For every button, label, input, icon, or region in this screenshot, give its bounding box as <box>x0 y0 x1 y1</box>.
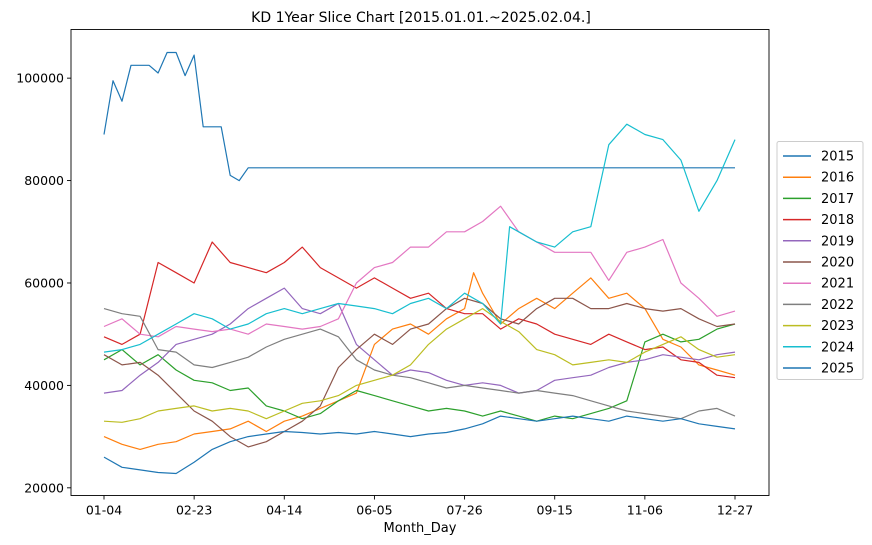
x-tick-label: 06-05 <box>356 503 392 518</box>
legend-label-2020: 2020 <box>821 256 854 271</box>
x-tick-label: 09-15 <box>537 503 573 518</box>
series-line-2021 <box>103 205 736 338</box>
y-tick-label: 20000 <box>24 480 64 495</box>
series-line-2015 <box>103 51 735 182</box>
x-tick-label: 04-14 <box>266 503 302 518</box>
legend-label-2018: 2018 <box>821 213 854 228</box>
series-line-2025 <box>103 415 736 475</box>
x-tick-label: 07-26 <box>446 503 482 518</box>
y-tick-label: 100000 <box>16 71 64 86</box>
chart-title: KD 1Year Slice Chart [2015.01.01.~2025.0… <box>251 10 591 26</box>
series-line-2020 <box>103 297 736 448</box>
x-tick-label: 02-23 <box>176 503 212 518</box>
x-axis-label: Month_Day <box>384 521 457 536</box>
y-tick-label: 40000 <box>24 378 64 393</box>
series-line-2019 <box>103 287 736 394</box>
legend-label-2023: 2023 <box>821 319 854 334</box>
legend-label-2019: 2019 <box>821 234 854 249</box>
legend-label-2016: 2016 <box>821 171 854 186</box>
legend-label-2022: 2022 <box>821 298 854 313</box>
series-line-2018 <box>103 241 736 379</box>
x-tick-label: 12-27 <box>717 503 753 518</box>
x-tick-label: 01-04 <box>86 503 122 518</box>
legend-label-2025: 2025 <box>821 362 854 377</box>
x-tick-label: 11-06 <box>627 503 663 518</box>
series-line-2024 <box>103 123 736 353</box>
series-line-2022 <box>103 308 736 420</box>
legend-box <box>776 141 864 380</box>
series-line-2023 <box>103 308 736 423</box>
x-axis-ticks: 01-04 02-23 04-14 06-05 07-26 09-15 11-06 12-27 <box>86 495 753 518</box>
y-tick-label: 80000 <box>24 173 64 188</box>
legend-label-2015: 2015 <box>821 150 854 165</box>
y-axis-ticks: 20000 40000 60000 80000 100000 <box>16 71 71 495</box>
legend-label-2017: 2017 <box>821 192 854 207</box>
series-line-2017 <box>103 323 736 422</box>
legend-label-2021: 2021 <box>821 277 854 292</box>
legend-label-2024: 2024 <box>821 340 854 355</box>
y-tick-label: 60000 <box>24 275 64 290</box>
plot-lines <box>103 51 736 475</box>
series-line-2016 <box>103 272 736 450</box>
legend: 2015 2016 2017 2018 2019 2020 2021 2022 2023 2024… <box>776 141 864 380</box>
plot-frame <box>70 29 770 496</box>
